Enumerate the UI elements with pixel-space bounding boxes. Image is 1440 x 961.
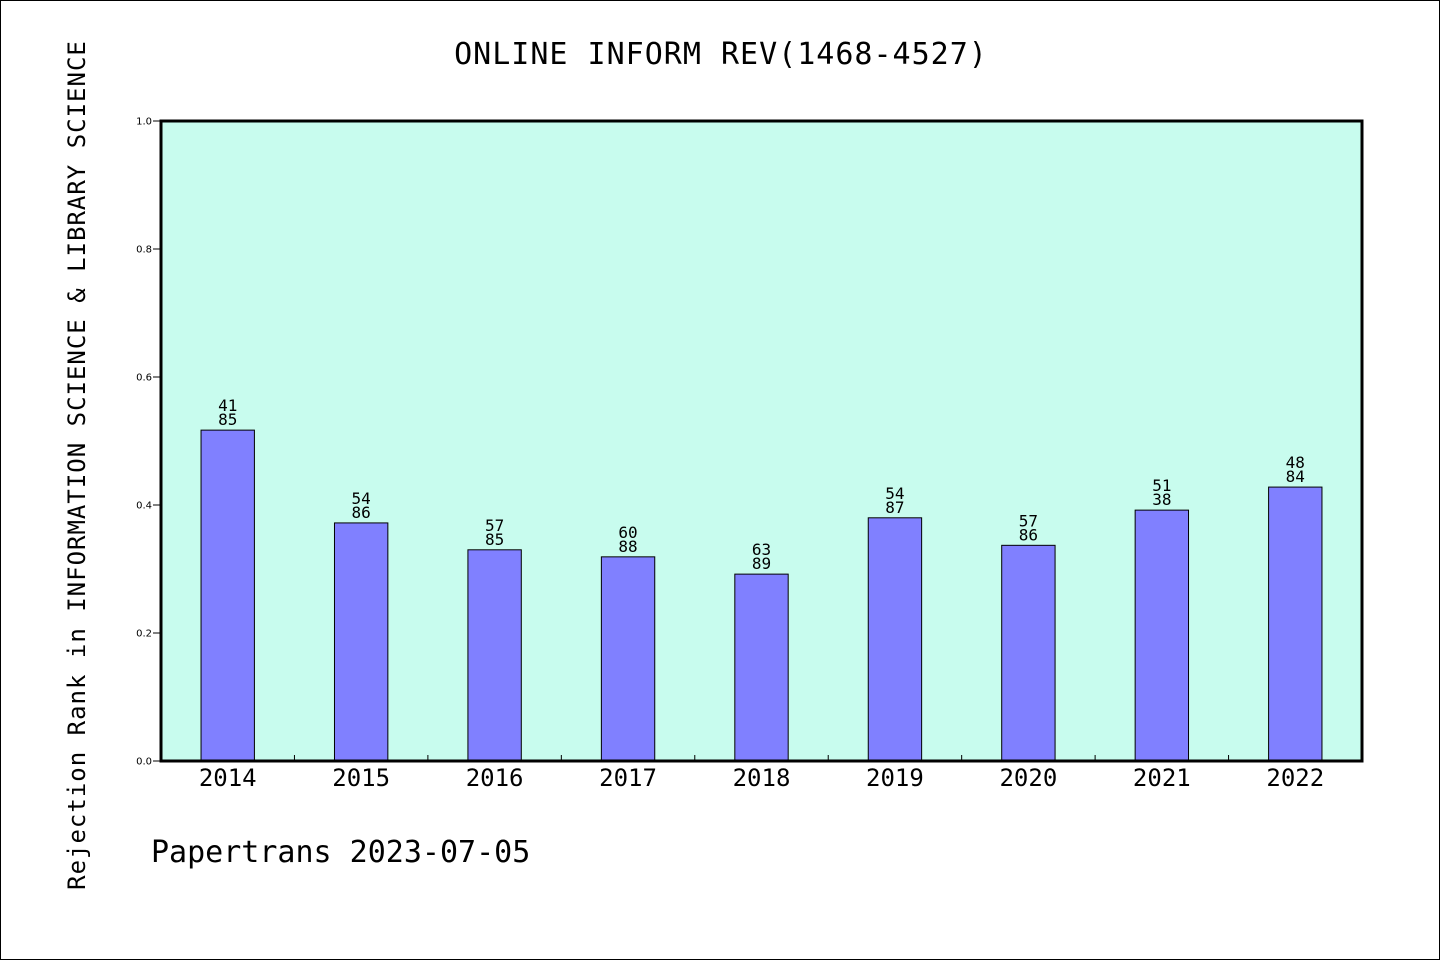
y-tick-label: 0.0 (136, 757, 152, 768)
data-label-top: 51 (1152, 476, 1171, 495)
chart-title: ONLINE INFORM REV(1468-4527) (454, 37, 988, 72)
y-tick-label: 0.6 (136, 373, 152, 384)
y-tick-label: 0.2 (136, 629, 152, 640)
data-label-bottom: 89 (752, 554, 771, 573)
bar (867, 517, 923, 762)
x-tick-label: 2015 (332, 764, 390, 792)
data-label-bottom: 84 (1286, 467, 1305, 486)
bar (1134, 509, 1190, 762)
data-label-bottom: 88 (618, 537, 637, 556)
x-tick-label: 2022 (1266, 764, 1324, 792)
data-label-top: 57 (485, 516, 504, 535)
data-label-bottom: 86 (1019, 525, 1038, 544)
bar (600, 556, 656, 762)
bar (1001, 544, 1056, 762)
x-tick-label: 2019 (866, 764, 924, 792)
bar (200, 429, 255, 762)
bar (333, 522, 389, 762)
data-label-bottom: 86 (352, 503, 371, 522)
data-label-top: 41 (218, 396, 237, 415)
y-tick-label: 1.0 (136, 117, 152, 128)
data-label-top: 63 (752, 540, 771, 559)
x-tick-label: 2020 (999, 764, 1057, 792)
bar (734, 573, 789, 762)
data-label-bottom: 38 (1152, 490, 1171, 509)
data-label-bottom: 85 (218, 410, 237, 429)
plot-frame (159, 119, 1364, 763)
x-tick-label: 2016 (466, 764, 524, 792)
x-tick-label: 2014 (199, 764, 257, 792)
y-tick-label: 0.4 (136, 501, 152, 512)
x-tick-label: 2017 (599, 764, 657, 792)
data-label-top: 54 (885, 484, 904, 503)
data-label-top: 57 (1019, 511, 1038, 530)
data-label-top: 54 (352, 489, 371, 508)
bar (467, 549, 522, 762)
y-tick-label: 0.8 (136, 245, 152, 256)
bar (1268, 486, 1323, 762)
x-tick-label: 2021 (1133, 764, 1191, 792)
data-label-bottom: 87 (885, 498, 904, 517)
data-label-bottom: 85 (485, 530, 504, 549)
data-label-top: 48 (1286, 453, 1305, 472)
x-tick-label: 2018 (733, 764, 791, 792)
data-label-top: 60 (618, 523, 637, 542)
footer-credit: Papertrans 2023-07-05 (151, 835, 531, 870)
